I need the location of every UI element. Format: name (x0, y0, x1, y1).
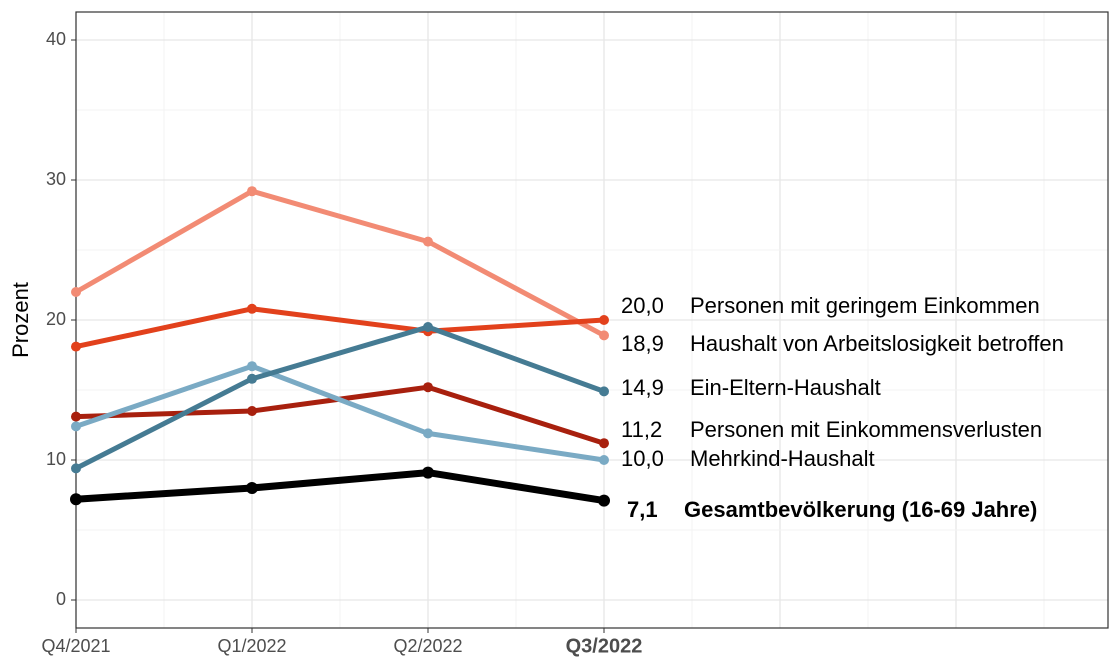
point (247, 373, 257, 384)
point (71, 341, 81, 352)
series-line (75, 363, 605, 463)
point (599, 386, 609, 397)
point (599, 330, 609, 341)
series-name: Personen mit geringem Einkommen (690, 293, 1040, 318)
series-line (74, 324, 605, 471)
point (422, 466, 434, 479)
panel-border (75, 11, 1109, 629)
y-tick-label: 0 (56, 589, 66, 609)
point (71, 411, 81, 422)
value-label: 14,9 (621, 375, 664, 400)
point (247, 303, 257, 314)
series-name: Haushalt von Arbeitslosigkeit betroffen (690, 331, 1064, 356)
series-line (75, 469, 605, 505)
y-tick-label: 10 (46, 449, 66, 469)
x-tick-label: Q2/2022 (393, 636, 462, 656)
point (423, 322, 433, 332)
point (599, 438, 609, 449)
point (247, 406, 257, 416)
value-label: 7,1 (627, 497, 658, 522)
point (70, 493, 82, 506)
point (423, 428, 433, 439)
y-tick-label: 40 (46, 29, 66, 49)
series-name: Personen mit Einkommensverlusten (690, 417, 1042, 442)
point (71, 287, 81, 297)
point (247, 361, 257, 372)
point (246, 482, 258, 494)
point (599, 455, 609, 465)
value-label: 11,2 (621, 417, 662, 442)
y-tick-label: 30 (46, 169, 66, 189)
series-line (75, 306, 605, 350)
series-name: Mehrkind-Haushalt (690, 446, 875, 471)
point (599, 315, 609, 325)
point (423, 382, 433, 393)
point (71, 463, 81, 474)
series-line (74, 188, 606, 338)
value-label: 20,0 (621, 293, 664, 318)
value-label: 10,0 (621, 446, 664, 471)
point (71, 421, 81, 432)
y-tick-label: 20 (46, 309, 66, 329)
series-name: Ein-Eltern-Haushalt (690, 375, 881, 400)
x-tick-label: Q3/2022 (566, 635, 643, 657)
series-name: Gesamtbevölkerung (16-69 Jahre) (684, 497, 1037, 522)
point (423, 236, 433, 247)
value-label: 18,9 (621, 331, 664, 356)
point (247, 186, 257, 197)
x-tick-label: Q4/2021 (41, 636, 110, 656)
y-axis-label: Prozent (8, 282, 33, 358)
point (598, 494, 610, 507)
x-tick-label: Q1/2022 (217, 636, 286, 656)
